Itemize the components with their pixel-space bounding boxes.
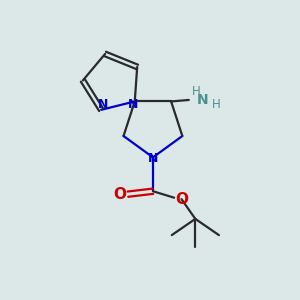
- Text: N: N: [98, 98, 108, 111]
- Text: H: H: [212, 98, 220, 111]
- Text: O: O: [113, 187, 126, 202]
- Text: N: N: [197, 93, 209, 107]
- Text: O: O: [175, 192, 188, 207]
- Text: N: N: [128, 98, 139, 112]
- Text: N: N: [148, 152, 158, 165]
- Text: H: H: [192, 85, 200, 98]
